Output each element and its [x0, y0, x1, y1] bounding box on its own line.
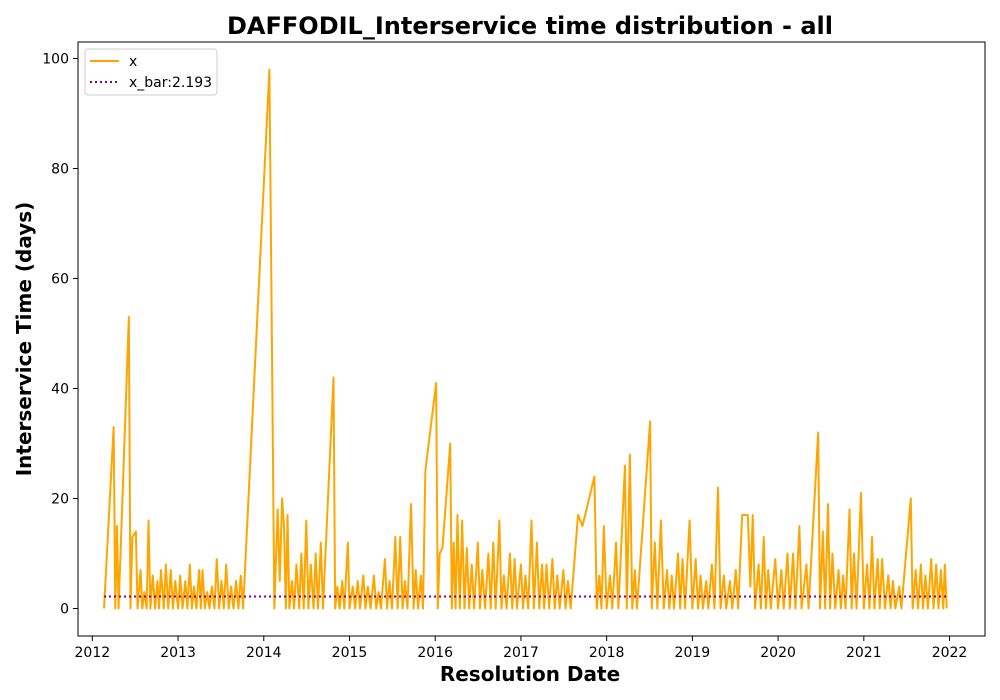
axes-frame	[77, 41, 986, 637]
x-tick-label: 2020	[760, 645, 796, 661]
x-tick-label: 2016	[417, 645, 453, 661]
x-tick-label: 2013	[160, 645, 196, 661]
y-axis-label: Interservice Time (days)	[12, 202, 36, 477]
x-tick-label: 2018	[589, 645, 625, 661]
y-tick-label: 80	[51, 162, 69, 178]
x-tick-label: 2019	[675, 645, 711, 661]
y-tick-label: 60	[51, 272, 69, 288]
y-tick-label: 0	[60, 602, 69, 618]
y-tick-label: 20	[51, 492, 69, 508]
legend: x x_bar:2.193	[84, 48, 218, 96]
x-tick-label: 2014	[246, 645, 282, 661]
x-tick-label: 2021	[846, 645, 882, 661]
series-line-x	[103, 68, 948, 610]
legend-label-x-bar: x_bar:2.193	[129, 75, 212, 91]
x-tick-label: 2017	[503, 645, 539, 661]
x-axis-label: Resolution Date	[440, 662, 620, 686]
legend-label-x: x	[129, 54, 137, 70]
y-tick-label: 40	[51, 382, 69, 398]
x-tick-label: 2015	[332, 645, 368, 661]
x-tick-label: 2012	[75, 645, 111, 661]
chart-title: DAFFODIL_Interservice time distribution …	[227, 12, 833, 40]
plot-area: 2012 2013 2014 2015 2016 2017 2018 2019 2020 2021…	[42, 41, 986, 661]
y-tick-label: 100	[42, 52, 69, 68]
x-tick-label: 2022	[932, 645, 968, 661]
